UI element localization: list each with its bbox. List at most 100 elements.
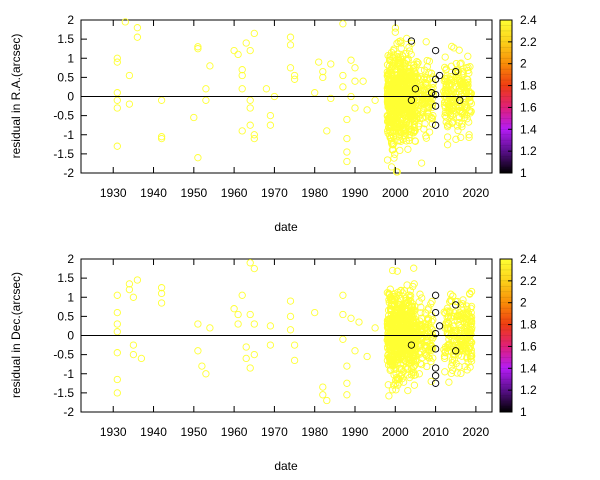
data-point-dec-recent-observations (421, 343, 429, 352)
data-point-dec-recent-observations (462, 310, 471, 319)
data-point-ra-historical-observations (238, 127, 246, 135)
data-point-dec-historical-observations (234, 320, 242, 328)
data-point-dec-recent-observations (404, 316, 412, 325)
data-point-ra-low-weight (456, 96, 464, 104)
data-point-dec-recent-observations (468, 338, 476, 347)
data-point-ra-historical-observations (327, 94, 335, 103)
data-point-ra-low-weight (407, 37, 416, 45)
data-point-dec-low-weight (431, 364, 440, 372)
data-point-ra-recent-observations (466, 63, 474, 71)
data-point-ra-recent-observations (391, 28, 399, 36)
data-point-dec-recent-observations (393, 375, 401, 384)
data-point-dec-recent-observations (386, 290, 394, 299)
data-point-dec-historical-observations (129, 350, 138, 359)
x-tick-label: 1940 (140, 186, 167, 200)
data-point-dec-historical-observations (113, 328, 121, 336)
data-point-ra-low-weight (431, 90, 440, 99)
data-point-ra-recent-observations (427, 69, 436, 77)
data-point-ra-recent-observations (397, 44, 405, 52)
data-point-dec-recent-observations (464, 358, 472, 366)
data-point-ra-recent-observations (448, 42, 456, 51)
data-point-dec-historical-observations (113, 349, 121, 357)
data-point-ra-recent-observations (386, 91, 394, 100)
data-point-dec-recent-observations (407, 310, 416, 318)
data-point-ra-recent-observations (391, 150, 399, 158)
data-point-dec-recent-observations (415, 298, 423, 306)
data-point-ra-recent-observations (402, 137, 411, 145)
data-point-dec-historical-observations (286, 326, 295, 334)
data-point-dec-recent-observations (462, 346, 470, 354)
data-point-dec-recent-observations (428, 318, 436, 326)
x-tick-label: 1990 (342, 425, 369, 439)
x-axis-label-dec: date (274, 459, 298, 473)
data-point-dec-historical-observations (242, 343, 250, 351)
data-point-dec-recent-observations (421, 330, 430, 338)
x-tick-label: 2010 (422, 425, 449, 439)
data-point-ra-historical-observations (202, 85, 210, 93)
data-point-ra-recent-observations (420, 83, 428, 91)
data-point-ra-recent-observations (444, 97, 452, 106)
data-point-ra-historical-observations (343, 157, 351, 166)
data-point-dec-historical-observations (286, 312, 295, 321)
data-point-ra-historical-observations (371, 96, 379, 104)
data-point-ra-historical-observations (194, 43, 202, 51)
data-point-dec-recent-observations (416, 290, 424, 298)
data-point-ra-historical-observations (286, 33, 295, 41)
data-point-ra-historical-observations (242, 39, 250, 47)
data-point-ra-historical-observations (113, 142, 121, 150)
data-point-dec-recent-observations (402, 318, 410, 326)
data-point-ra-recent-observations (447, 97, 455, 105)
data-point-dec-historical-observations (157, 289, 166, 298)
y-axis-label-dec: residual in Dec.(arcsec) (9, 272, 23, 398)
data-point-ra-recent-observations (414, 122, 423, 130)
data-point-dec-historical-observations (133, 276, 142, 284)
data-point-dec-recent-observations (400, 287, 409, 295)
data-point-dec-recent-observations (453, 297, 462, 306)
data-point-ra-recent-observations (447, 62, 456, 70)
data-point-ra-historical-observations (250, 29, 258, 38)
data-point-dec-recent-observations (458, 345, 467, 353)
data-point-ra-recent-observations (413, 60, 421, 69)
data-point-dec-recent-observations (388, 361, 396, 369)
data-point-dec-historical-observations (371, 324, 379, 332)
y-tick-label: -1 (63, 128, 74, 142)
data-point-ra-historical-observations (113, 58, 121, 66)
data-point-dec-recent-observations (392, 379, 400, 387)
data-point-ra-historical-observations (133, 33, 142, 41)
data-point-dec-recent-observations (388, 330, 397, 339)
data-point-ra-recent-observations (446, 72, 455, 81)
y-tick-label: -2 (63, 166, 74, 180)
data-point-ra-historical-observations (319, 73, 327, 82)
data-point-ra-recent-observations (405, 131, 414, 139)
data-point-ra-historical-observations (359, 77, 367, 85)
x-tick-label: 1960 (221, 425, 248, 439)
data-point-dec-recent-observations (459, 296, 467, 304)
data-point-dec-low-weight (435, 322, 444, 330)
data-point-dec-recent-observations (443, 344, 451, 352)
data-point-dec-recent-observations (443, 307, 451, 315)
data-point-ra-recent-observations (389, 59, 398, 67)
data-point-dec-historical-observations (250, 350, 258, 359)
data-point-dec-historical-observations (339, 335, 347, 343)
x-tick-label: 2020 (463, 425, 490, 439)
data-point-dec-recent-observations (448, 366, 457, 374)
data-point-ra-historical-observations (234, 50, 242, 59)
data-point-dec-recent-observations (394, 381, 402, 389)
data-point-dec-recent-observations (467, 349, 476, 357)
data-point-ra-historical-observations (194, 45, 202, 53)
data-point-ra-historical-observations (113, 54, 121, 62)
data-point-ra-recent-observations (400, 109, 408, 117)
x-tick-label: 1930 (100, 186, 127, 200)
data-point-dec-low-weight (431, 291, 440, 299)
data-point-ra-recent-observations (465, 118, 473, 126)
data-point-dec-recent-observations (389, 290, 397, 299)
data-point-dec-historical-observations (266, 322, 275, 330)
data-point-ra-recent-observations (388, 117, 396, 125)
data-point-ra-historical-observations (343, 115, 351, 124)
data-point-dec-low-weight (407, 341, 416, 349)
data-point-ra-recent-observations (467, 99, 476, 108)
data-point-dec-recent-observations (410, 264, 418, 272)
data-point-dec-recent-observations (441, 368, 449, 376)
data-point-dec-recent-observations (401, 316, 409, 324)
data-point-ra-recent-observations (443, 133, 452, 141)
